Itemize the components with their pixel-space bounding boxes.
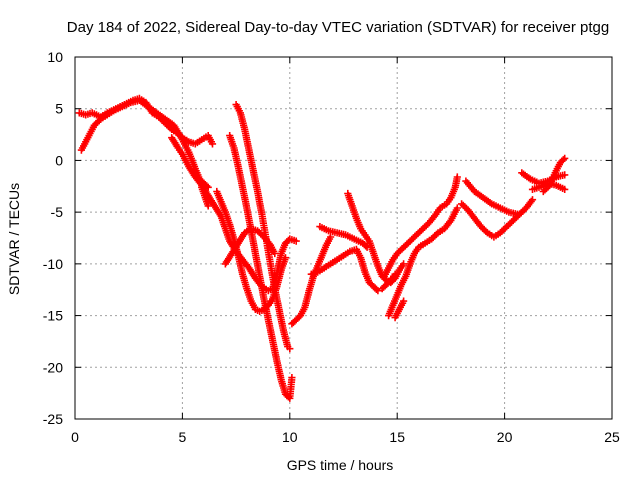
series-arc-8 — [198, 183, 212, 210]
y-tick-label: 0 — [55, 152, 63, 168]
series-arc-12 — [316, 223, 371, 251]
data-point — [453, 173, 461, 181]
y-axis-label: SDTVAR / TECUs — [6, 183, 22, 295]
data-point — [204, 202, 212, 210]
y-tick-label: 5 — [55, 101, 63, 117]
data-point — [400, 260, 408, 268]
x-tick-label: 15 — [389, 429, 405, 445]
data-point — [400, 297, 408, 305]
series-arc-16 — [391, 297, 408, 322]
data-point — [482, 227, 490, 235]
x-axis-label: GPS time / hours — [287, 457, 394, 473]
data-point — [561, 171, 569, 179]
data-point — [374, 287, 382, 295]
chart-title: Day 184 of 2022, Sidereal Day-to-day VTE… — [67, 19, 609, 36]
grid-lines — [75, 57, 612, 419]
series-arc-21 — [528, 179, 569, 193]
data-point — [288, 374, 296, 382]
data-point — [208, 140, 217, 148]
x-tick-label: 20 — [497, 429, 513, 445]
y-tick-label: -25 — [43, 411, 63, 427]
x-tick-label: 0 — [71, 429, 79, 445]
axis-ticks: 0 5 10 15 20 25 -25 -20 -15 -10 -5 0 5 10 — [43, 49, 620, 445]
data-point — [561, 185, 569, 193]
data-point — [528, 196, 537, 204]
series-arc-5 — [232, 101, 294, 353]
data-point — [271, 249, 279, 258]
data-markers — [75, 94, 569, 402]
series-arc-13 — [385, 204, 461, 320]
data-point — [391, 270, 399, 278]
data-point — [292, 237, 300, 245]
series-arc-14 — [380, 173, 461, 280]
x-tick-label: 5 — [179, 429, 187, 445]
data-point — [362, 242, 370, 250]
series-arc-6 — [226, 132, 296, 402]
y-tick-label: -15 — [43, 308, 63, 324]
data-point — [363, 243, 371, 251]
series-arc-18 — [458, 196, 537, 241]
data-point — [559, 156, 567, 164]
data-point — [281, 254, 290, 262]
series-arc-4 — [213, 187, 290, 315]
y-tick-label: -20 — [43, 359, 63, 375]
series-arc-15 — [378, 270, 399, 293]
x-tick-label: 25 — [604, 429, 620, 445]
series-arc-10 — [307, 245, 382, 295]
series-arc-17 — [462, 177, 522, 218]
plot-frame — [74, 56, 613, 420]
y-tick-label: 10 — [47, 49, 63, 65]
series-arc-7 — [221, 225, 279, 268]
data-point — [286, 345, 294, 353]
series-arc-9 — [288, 233, 335, 328]
y-tick-label: -5 — [51, 204, 64, 220]
x-tick-label: 10 — [282, 429, 298, 445]
data-point — [453, 204, 461, 212]
y-tick-label: -10 — [43, 256, 63, 272]
data-point — [561, 154, 569, 162]
